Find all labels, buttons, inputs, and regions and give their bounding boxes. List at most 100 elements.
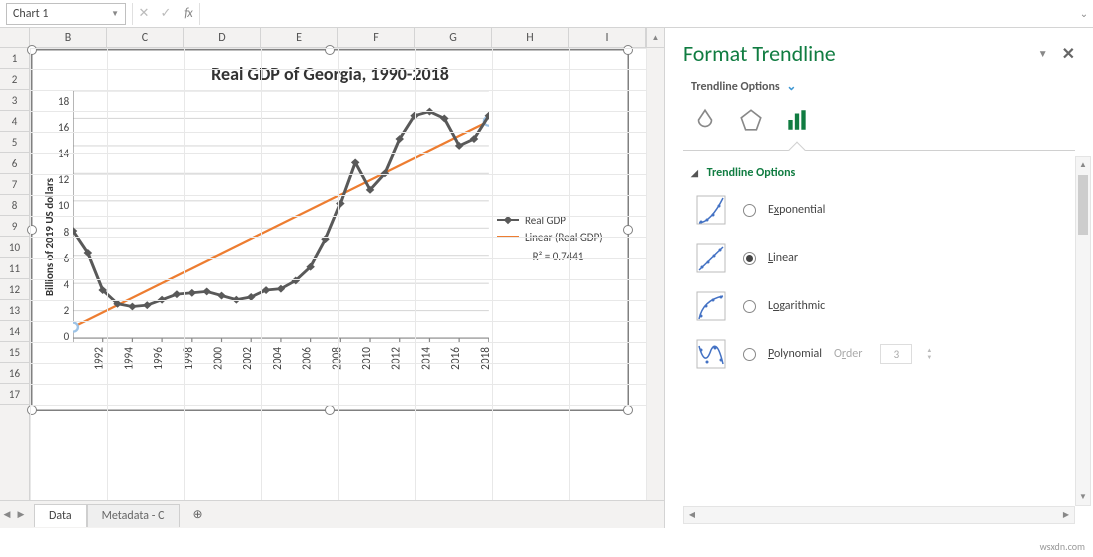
tab-data[interactable]: Data (34, 504, 87, 527)
chevron-down-icon: ⌄ (786, 80, 796, 94)
resize-handle[interactable] (27, 405, 37, 415)
column-header[interactable]: G (415, 28, 492, 47)
resize-handle[interactable] (623, 45, 633, 55)
row-header[interactable]: 5 (0, 132, 29, 153)
fill-line-icon[interactable] (691, 106, 719, 134)
scroll-left-icon[interactable]: ◀ (684, 507, 700, 523)
format-trendline-pane: Format Trendline ▼ ✕ Trendline Options ⌄… (664, 28, 1093, 528)
svg-text:1994: 1994 (122, 347, 137, 370)
order-input[interactable]: 3 (880, 344, 912, 364)
row-header[interactable]: 17 (0, 384, 29, 405)
row-header[interactable]: 14 (0, 321, 29, 342)
close-pane-button[interactable]: ✕ (1062, 44, 1075, 64)
svg-text:2016: 2016 (449, 347, 464, 370)
cancel-icon[interactable]: ✕ (133, 3, 155, 25)
effects-icon[interactable] (737, 106, 765, 134)
row-header[interactable]: 4 (0, 111, 29, 132)
pane-subtitle[interactable]: Trendline Options ⌄ (665, 75, 1093, 98)
section-header[interactable]: ◢ Trendline Options (665, 156, 1093, 186)
radio-logarithmic[interactable] (743, 300, 756, 313)
row-header[interactable]: 6 (0, 153, 29, 174)
enter-icon[interactable]: ✓ (155, 3, 177, 25)
row-header[interactable]: 3 (0, 90, 29, 111)
resize-handle[interactable] (623, 405, 633, 415)
option-label: Polynomial (768, 347, 822, 361)
column-header[interactable]: H (492, 28, 569, 47)
column-header[interactable]: B (30, 28, 107, 47)
tab-scroll-left-icon[interactable]: ◀ (0, 509, 14, 520)
row-header[interactable]: 1 (0, 48, 29, 69)
row-header[interactable]: 13 (0, 300, 29, 321)
row-header[interactable]: 15 (0, 342, 29, 363)
add-sheet-button[interactable]: ⊕ (186, 503, 210, 527)
resize-handle[interactable] (325, 405, 335, 415)
resize-handle[interactable] (27, 225, 37, 235)
scroll-right-icon[interactable]: ▶ (1058, 507, 1074, 523)
vertical-scrollbar[interactable] (646, 48, 664, 500)
resize-handle[interactable] (27, 45, 37, 55)
insert-function-button[interactable]: fx (177, 3, 199, 25)
radio-exponential[interactable] (743, 204, 756, 217)
column-header[interactable]: I (569, 28, 646, 47)
tab-scroll-right-icon[interactable]: ▶ (14, 509, 28, 520)
pane-title: Format Trendline (683, 40, 1038, 67)
scroll-up-icon[interactable]: ▲ (646, 28, 664, 47)
embedded-chart[interactable]: Real GDP of Georgia, 1990-2018 Billions … (32, 50, 628, 410)
resize-handle[interactable] (325, 45, 335, 55)
option-label: Exponential (768, 203, 825, 217)
svg-text:1990: 1990 (73, 347, 77, 370)
options-scroll-area: ◢ Trendline Options Exponential Linear (665, 156, 1093, 506)
row-header[interactable]: 7 (0, 174, 29, 195)
subtitle-text: Trendline Options (691, 80, 780, 94)
row-header[interactable]: 8 (0, 195, 29, 216)
worksheet-area: BCDEFGHI ▲ 1234567891011121314151617 Rea… (0, 28, 664, 528)
column-header[interactable]: D (184, 28, 261, 47)
category-icons (665, 98, 1093, 142)
trendline-options-icon[interactable] (783, 106, 811, 134)
name-box-dropdown-icon[interactable]: ▼ (111, 9, 119, 19)
option-linear[interactable]: Linear (665, 234, 1093, 282)
radio-polynomial[interactable] (743, 348, 756, 361)
formula-input[interactable] (200, 3, 1075, 25)
pane-vertical-scrollbar[interactable]: ▲ ▼ (1075, 156, 1091, 506)
r-squared-label[interactable]: R² = 0.7441 (497, 250, 619, 263)
scroll-up-icon[interactable]: ▲ (1076, 157, 1090, 173)
order-spinner[interactable]: ▲▼ (926, 347, 932, 361)
name-box[interactable]: Chart 1 ▼ (6, 3, 126, 25)
scroll-down-icon[interactable]: ▼ (1076, 489, 1090, 505)
diamond-marker-icon (504, 216, 512, 224)
formula-bar: Chart 1 ▼ ✕ ✓ fx ⌄ (0, 0, 1093, 28)
column-header[interactable]: C (107, 28, 184, 47)
tab-metadata[interactable]: Metadata - C (87, 504, 180, 527)
cell-grid[interactable]: Real GDP of Georgia, 1990-2018 Billions … (30, 48, 646, 500)
row-header[interactable]: 9 (0, 216, 29, 237)
chart-title[interactable]: Real GDP of Georgia, 1990-2018 (33, 51, 627, 91)
row-header[interactable]: 10 (0, 237, 29, 258)
svg-text:2006: 2006 (300, 347, 315, 370)
svg-text:1996: 1996 (152, 347, 167, 370)
row-header[interactable]: 11 (0, 258, 29, 279)
column-header[interactable]: E (261, 28, 338, 47)
resize-handle[interactable] (623, 225, 633, 235)
select-all-corner[interactable] (0, 28, 30, 47)
option-polynomial[interactable]: Polynomial Order 3 ▲▼ (665, 330, 1093, 378)
legend-swatch (497, 219, 519, 221)
svg-text:2012: 2012 (389, 347, 404, 370)
scrollbar-track[interactable] (700, 507, 1058, 523)
radio-linear[interactable] (743, 252, 756, 265)
formula-expand-icon[interactable]: ⌄ (1075, 7, 1093, 20)
scrollbar-thumb[interactable] (1078, 175, 1088, 235)
logarithmic-curve-icon (691, 286, 731, 326)
name-box-value: Chart 1 (13, 7, 48, 21)
svg-text:2004: 2004 (271, 347, 286, 370)
exponential-curve-icon (691, 190, 731, 230)
row-header[interactable]: 2 (0, 69, 29, 90)
pane-horizontal-scrollbar[interactable]: ◀ ▶ (683, 506, 1075, 524)
order-label: Order (834, 347, 862, 361)
column-header[interactable]: F (338, 28, 415, 47)
pane-options-dropdown-icon[interactable]: ▼ (1038, 47, 1048, 60)
row-header[interactable]: 16 (0, 363, 29, 384)
row-header[interactable]: 12 (0, 279, 29, 300)
option-logarithmic[interactable]: Logarithmic (665, 282, 1093, 330)
option-exponential[interactable]: Exponential (665, 186, 1093, 234)
